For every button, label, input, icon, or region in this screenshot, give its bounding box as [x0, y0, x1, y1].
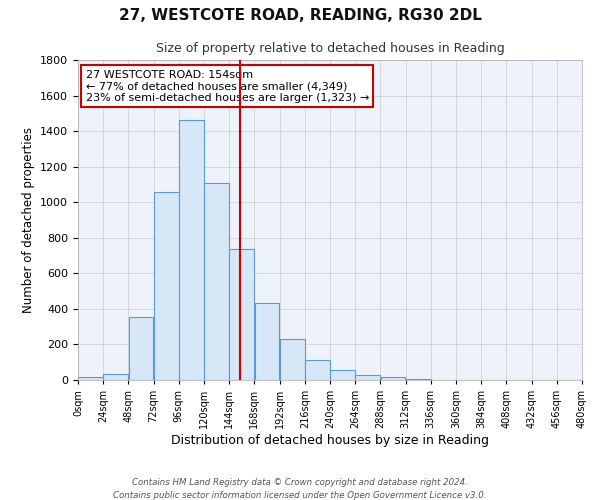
Bar — [305, 360, 330, 380]
Bar — [204, 182, 229, 380]
Bar — [128, 317, 154, 380]
Bar — [179, 120, 204, 380]
Y-axis label: Number of detached properties: Number of detached properties — [22, 127, 35, 313]
Bar — [330, 370, 355, 380]
Bar — [229, 250, 254, 380]
Text: 27, WESTCOTE ROAD, READING, RG30 2DL: 27, WESTCOTE ROAD, READING, RG30 2DL — [119, 8, 481, 22]
Bar — [380, 378, 406, 380]
Bar — [355, 374, 380, 380]
Bar — [254, 302, 280, 380]
Bar — [280, 339, 305, 380]
Text: 27 WESTCOTE ROAD: 154sqm
← 77% of detached houses are smaller (4,349)
23% of sem: 27 WESTCOTE ROAD: 154sqm ← 77% of detach… — [86, 70, 369, 103]
Title: Size of property relative to detached houses in Reading: Size of property relative to detached ho… — [155, 42, 505, 54]
Bar — [103, 374, 128, 380]
Bar — [154, 192, 179, 380]
X-axis label: Distribution of detached houses by size in Reading: Distribution of detached houses by size … — [171, 434, 489, 447]
Bar — [78, 378, 103, 380]
Bar — [406, 379, 431, 380]
Text: Contains HM Land Registry data © Crown copyright and database right 2024.
Contai: Contains HM Land Registry data © Crown c… — [113, 478, 487, 500]
